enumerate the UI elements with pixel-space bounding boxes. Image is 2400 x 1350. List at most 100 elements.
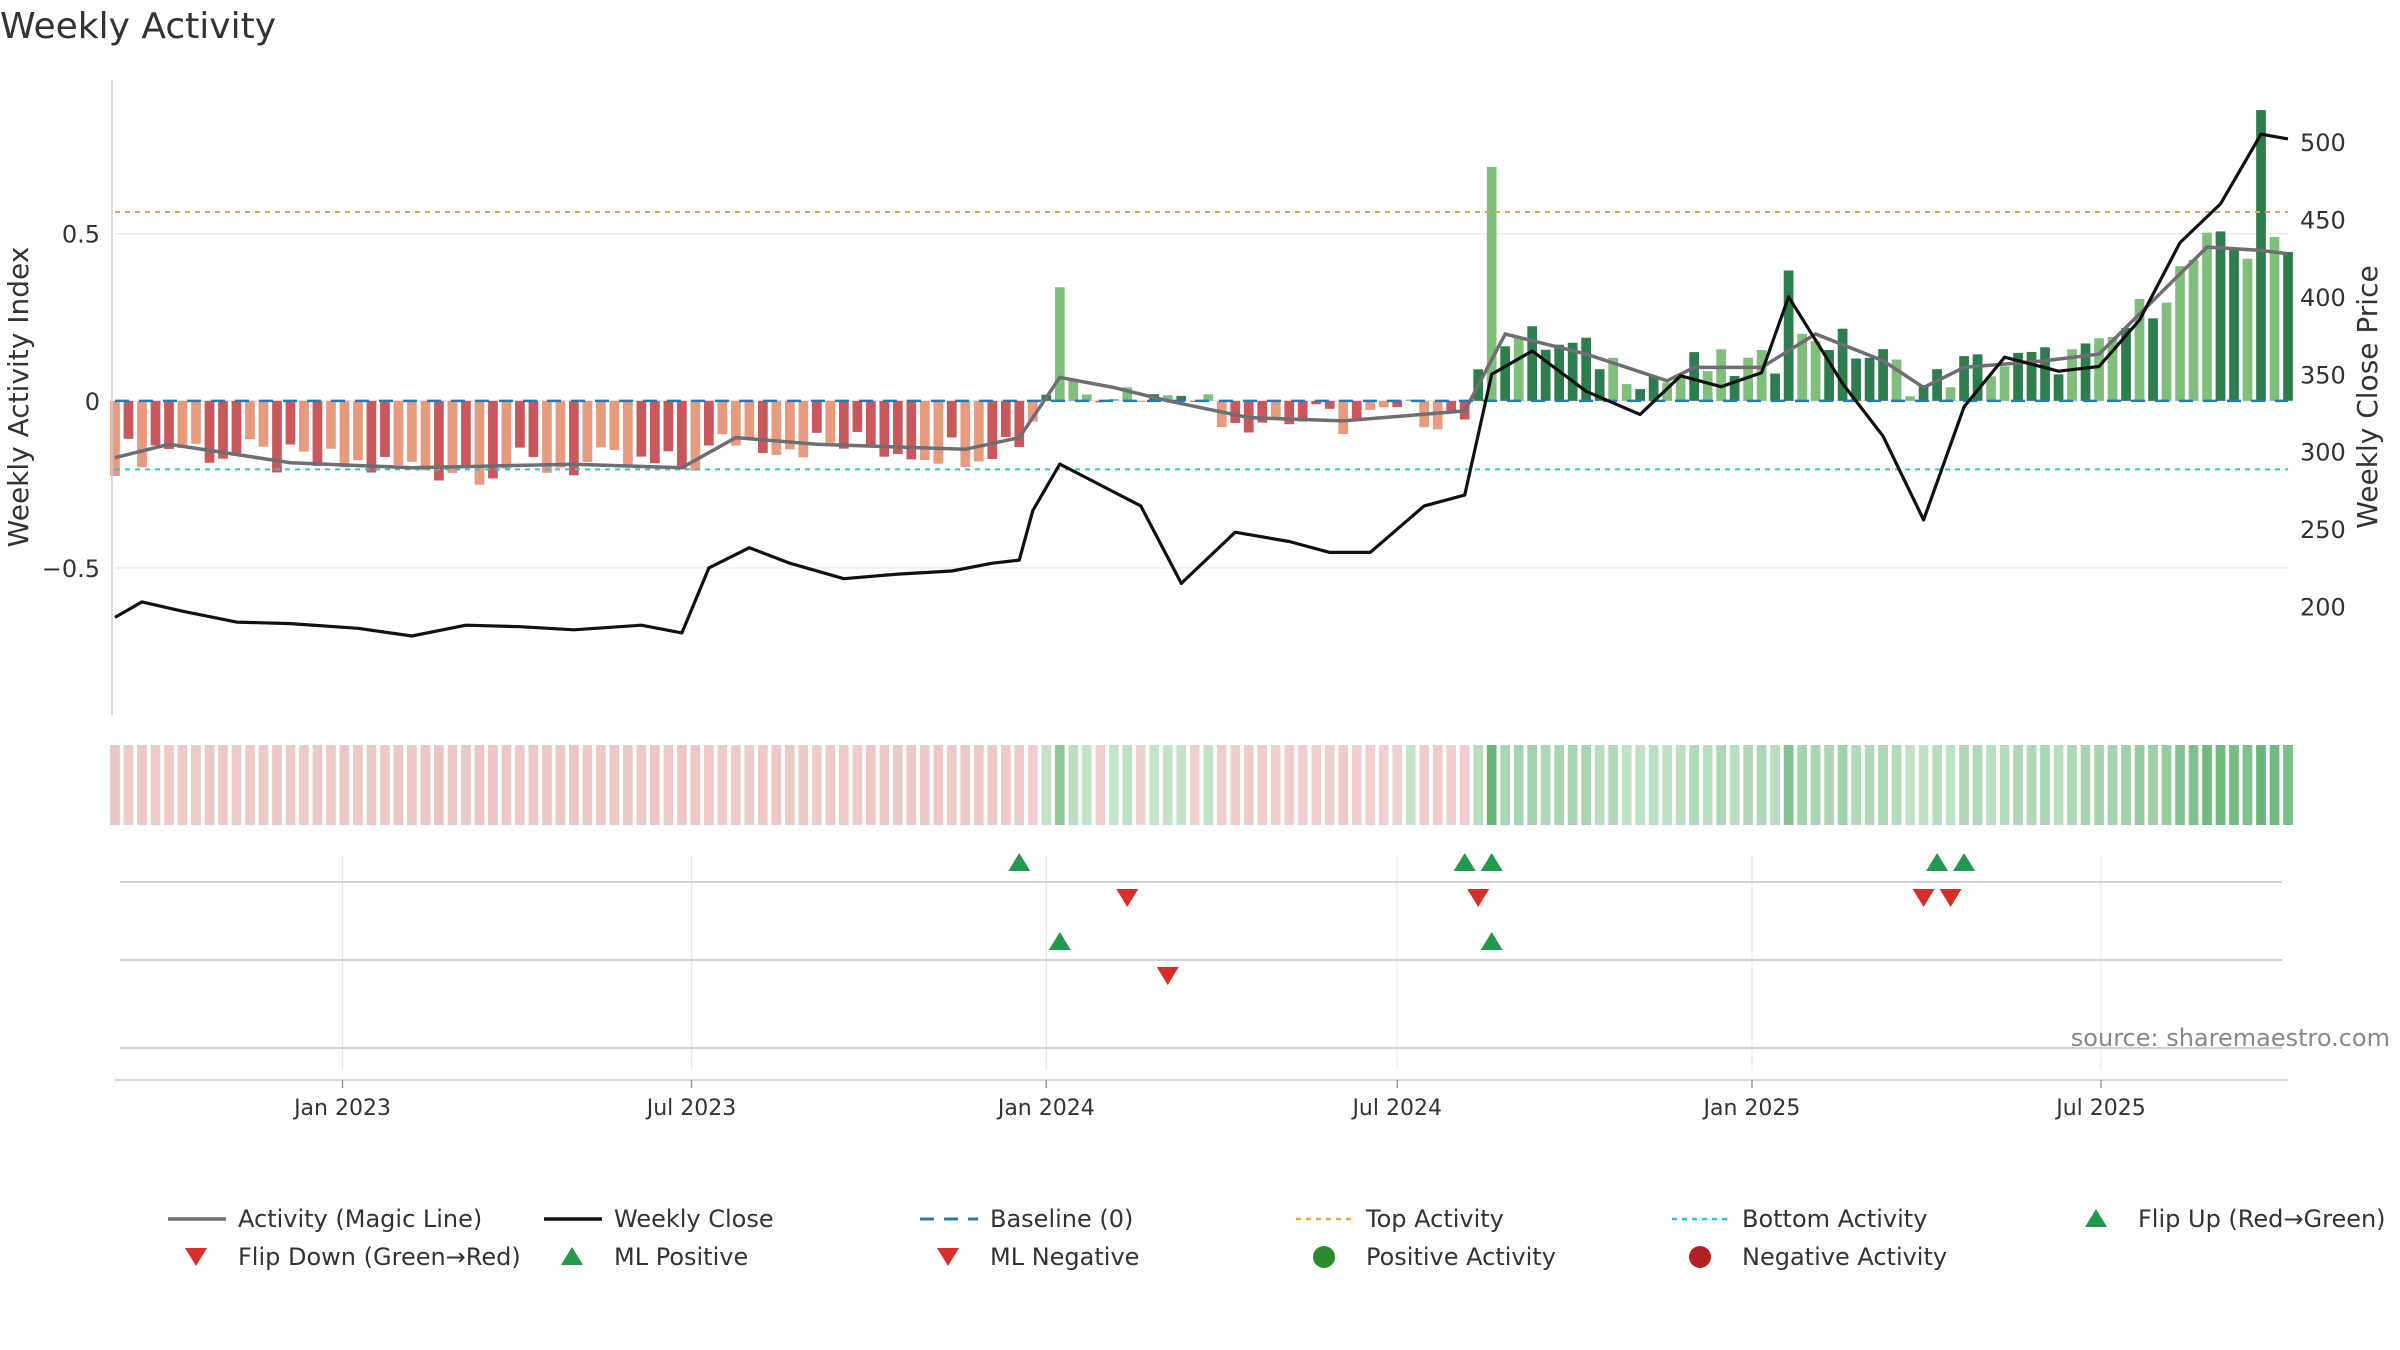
strip-cell bbox=[1567, 745, 1578, 825]
activity-bar bbox=[542, 400, 552, 473]
strip-cell bbox=[1905, 745, 1915, 825]
activity-bar bbox=[231, 400, 242, 454]
activity-bar bbox=[1527, 326, 1538, 401]
strip-cell bbox=[272, 745, 282, 825]
strip-cell bbox=[1716, 745, 1726, 825]
activity-bar bbox=[312, 400, 323, 466]
activity-bar bbox=[1986, 376, 1996, 401]
strip-cell bbox=[1581, 745, 1592, 825]
activity-bar bbox=[204, 400, 215, 463]
strip-cell bbox=[1797, 745, 1807, 825]
activity-bar bbox=[1797, 333, 1807, 401]
activity-bar bbox=[717, 400, 728, 435]
activity-bar bbox=[1662, 382, 1673, 401]
activity-bar bbox=[272, 400, 282, 473]
legend-label: Weekly Close bbox=[614, 1205, 774, 1233]
legend-label: Activity (Magic Line) bbox=[238, 1205, 482, 1233]
right-axis-title: Weekly Close Price bbox=[2351, 265, 2384, 528]
activity-bar bbox=[1689, 352, 1699, 401]
activity-bar bbox=[1297, 400, 1308, 422]
activity-bar bbox=[987, 400, 998, 459]
axes: 0.5 0 −0.5 500 450 400 350 300 250 200 Weekly Acti… bbox=[2, 80, 2384, 715]
activity-bar bbox=[1567, 342, 1578, 401]
activity-bar bbox=[1716, 349, 1726, 401]
strip-cell bbox=[1837, 745, 1848, 825]
activity-bar bbox=[879, 400, 890, 457]
strip-cell bbox=[1783, 745, 1794, 825]
flip-up-marker bbox=[1926, 853, 1949, 871]
activity-bar bbox=[245, 400, 255, 440]
strip-cell bbox=[838, 745, 849, 825]
strip-cell bbox=[434, 745, 444, 825]
event-markers bbox=[120, 853, 2282, 1049]
activity-bar bbox=[771, 400, 782, 456]
activity-bar bbox=[1932, 369, 1942, 401]
activity-bar bbox=[933, 400, 944, 464]
activity-bar bbox=[663, 400, 674, 452]
strip-cell bbox=[1122, 745, 1133, 825]
strip-cell bbox=[757, 745, 768, 825]
strip-cell bbox=[1419, 745, 1430, 825]
flip-up-marker bbox=[1453, 853, 1476, 871]
strip-cell bbox=[2229, 745, 2239, 825]
strip-cell bbox=[1378, 745, 1389, 825]
strip-cell bbox=[1311, 745, 1322, 825]
magic-line bbox=[114, 245, 2289, 470]
left-axis-title: Weekly Activity Index bbox=[2, 247, 35, 548]
strip-cell bbox=[218, 745, 228, 825]
activity-bar bbox=[811, 400, 822, 433]
activity-bar bbox=[528, 400, 539, 457]
activity-bar bbox=[2067, 349, 2077, 401]
activity-bar bbox=[1621, 384, 1632, 401]
strip-cell bbox=[906, 745, 917, 825]
flip-up-marker bbox=[1953, 853, 1976, 871]
strip-cell bbox=[1513, 745, 1524, 825]
strip-cell bbox=[204, 745, 215, 825]
strip-cell bbox=[2215, 745, 2226, 825]
legend-swatch bbox=[185, 1248, 207, 1266]
legend-label: Flip Up (Red→Green) bbox=[2138, 1205, 2386, 1233]
activity-bar bbox=[852, 400, 863, 432]
strip-cell bbox=[420, 745, 431, 825]
flip-down-marker bbox=[1912, 889, 1935, 907]
strip-cell bbox=[1027, 745, 1038, 825]
strip-cell bbox=[1135, 745, 1146, 825]
strip-cell bbox=[366, 745, 377, 825]
activity-bar bbox=[1513, 337, 1524, 401]
strip-cell bbox=[1162, 745, 1173, 825]
activity-bar bbox=[285, 400, 296, 445]
strip-cell bbox=[1662, 745, 1673, 825]
strip-cell bbox=[1918, 745, 1929, 825]
activity-bar bbox=[1027, 400, 1038, 422]
strip-cell bbox=[407, 745, 417, 825]
activity-bar bbox=[1311, 400, 1322, 405]
activity-bar bbox=[1122, 387, 1133, 401]
strip-cell bbox=[1972, 745, 1983, 825]
strip-cell bbox=[1149, 745, 1160, 825]
legend-label: ML Positive bbox=[614, 1243, 748, 1271]
activity-bar bbox=[1405, 399, 1416, 401]
activity-bar bbox=[609, 400, 620, 451]
strip-cell bbox=[1608, 745, 1619, 825]
strip-cell bbox=[744, 745, 755, 825]
strip-cell bbox=[730, 745, 741, 825]
activity-bar bbox=[2269, 237, 2280, 401]
activity-bar bbox=[1351, 400, 1362, 419]
activity-bar bbox=[946, 400, 957, 438]
strip-cell bbox=[609, 745, 620, 825]
strip-cell bbox=[919, 745, 930, 825]
flip-down-marker bbox=[1467, 889, 1490, 907]
activity-bar bbox=[650, 400, 660, 464]
activity-bar bbox=[1851, 358, 1861, 401]
strip-cell bbox=[2094, 745, 2104, 825]
legend-label: Bottom Activity bbox=[1742, 1205, 1927, 1233]
strip-cell bbox=[1365, 745, 1376, 825]
strip-cell bbox=[542, 745, 552, 825]
strip-cell bbox=[1392, 745, 1403, 825]
activity-bar bbox=[1783, 270, 1794, 401]
activity-bar bbox=[177, 400, 188, 449]
activity-bar bbox=[596, 400, 606, 448]
strip-cell bbox=[2242, 745, 2253, 825]
activity-bar bbox=[1770, 373, 1780, 401]
strip-cell bbox=[312, 745, 323, 825]
